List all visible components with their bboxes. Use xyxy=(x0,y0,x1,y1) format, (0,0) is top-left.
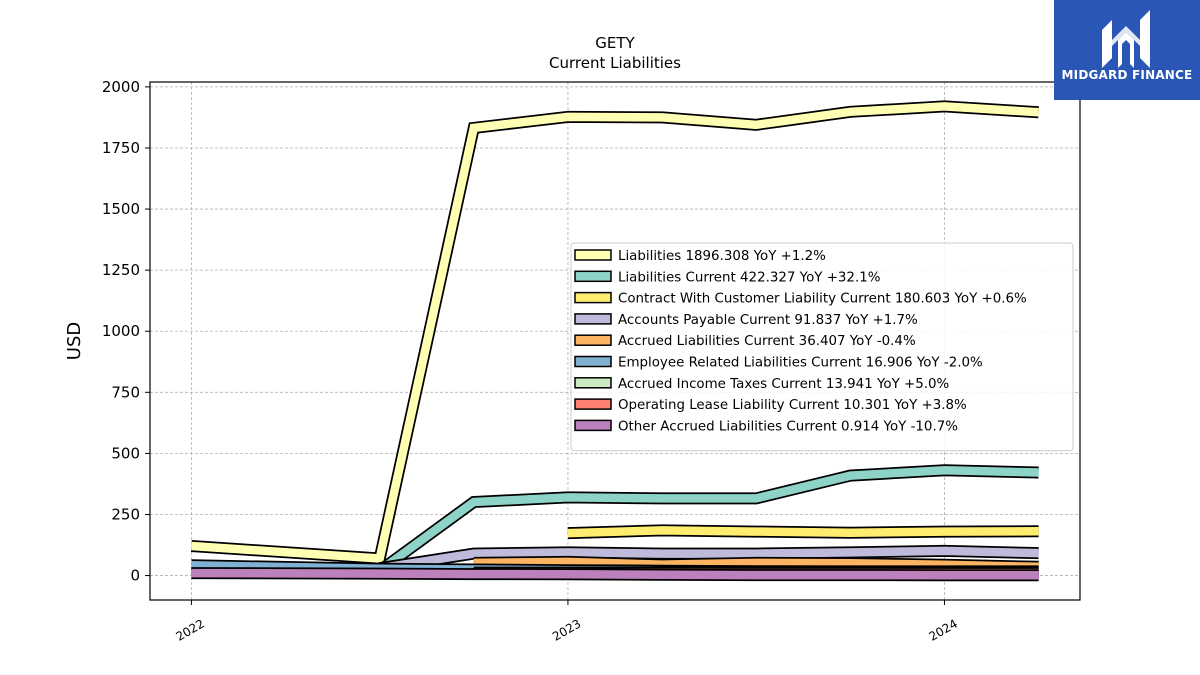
y-tick-label: 250 xyxy=(111,505,140,523)
legend-swatch xyxy=(574,249,612,261)
legend-label: Employee Related Liabilities Current 16.… xyxy=(618,356,983,371)
series-line xyxy=(376,464,1039,576)
series-line xyxy=(378,544,1039,575)
y-axis-label: USD xyxy=(64,322,85,360)
brand-logo: MIDGARD FINANCE xyxy=(1054,0,1200,100)
series-line xyxy=(473,555,1039,573)
series-line xyxy=(191,100,1039,565)
legend-item: Liabilities Current 422.327 YoY +32.1% xyxy=(574,270,880,285)
y-tick-label: 1250 xyxy=(102,261,140,279)
legend-item: Accrued Income Taxes Current 13.941 YoY … xyxy=(574,377,949,392)
series-line-fill xyxy=(191,102,1039,563)
y-tick-label: 2000 xyxy=(102,78,140,96)
legend-swatch xyxy=(574,334,612,346)
legend-box xyxy=(570,242,1074,452)
legend-label: Operating Lease Liability Current 10.301… xyxy=(618,398,967,413)
legend-swatch xyxy=(574,377,612,389)
y-tick-label: 1500 xyxy=(102,200,140,218)
series-line-fill xyxy=(377,466,1039,575)
legend-label: Contract With Customer Liability Current… xyxy=(618,292,1027,307)
legend-label: Other Accrued Liabilities Current 0.914 … xyxy=(618,419,958,434)
legend-swatch xyxy=(574,313,612,325)
chart-title: GETY xyxy=(595,34,635,52)
legend-swatch xyxy=(574,398,612,410)
series-group xyxy=(191,100,1039,582)
legend-item: Accrued Liabilities Current 36.407 YoY -… xyxy=(574,334,916,349)
legend-label: Accrued Income Taxes Current 13.941 YoY … xyxy=(618,377,949,392)
legend-item: Accounts Payable Current 91.837 YoY +1.7… xyxy=(574,313,918,328)
x-tick-label: 2022 xyxy=(173,616,206,643)
legend-swatch xyxy=(574,291,612,304)
legend-item: Operating Lease Liability Current 10.301… xyxy=(574,398,967,413)
y-tick-label: 1000 xyxy=(102,322,140,340)
legend-item: Other Accrued Liabilities Current 0.914 … xyxy=(574,419,958,434)
brand-name: MIDGARD FINANCE xyxy=(1061,68,1193,82)
series-line xyxy=(567,524,1039,540)
legend-swatch xyxy=(574,355,612,368)
legend-swatch xyxy=(574,419,612,432)
legend-item: Liabilities 1896.308 YoY +1.2% xyxy=(574,249,826,264)
x-tick-label: 2024 xyxy=(926,616,959,643)
legend-label: Accrued Liabilities Current 36.407 YoY -… xyxy=(618,334,916,349)
series-line-fill xyxy=(191,568,1039,580)
legend-swatch xyxy=(574,270,612,283)
y-tick-label: 500 xyxy=(111,444,140,462)
series-line-fill xyxy=(379,546,1039,573)
midgard-m-logo-icon xyxy=(1102,10,1150,68)
legend-label: Liabilities Current 422.327 YoY +32.1% xyxy=(618,270,880,285)
series-line xyxy=(191,567,1039,582)
y-tick-label: 1750 xyxy=(102,139,140,157)
legend: Liabilities 1896.308 YoY +1.2% Liabilitie… xyxy=(570,242,1074,452)
y-tick-label: 0 xyxy=(130,567,140,585)
legend-item: Contract With Customer Liability Current… xyxy=(574,291,1027,307)
y-tick-label: 750 xyxy=(111,383,140,401)
plot-frame xyxy=(149,81,1081,601)
series-line-fill xyxy=(567,526,1039,538)
x-tick-label: 2023 xyxy=(550,616,583,643)
series-line-fill xyxy=(473,557,1039,572)
legend-label: Liabilities 1896.308 YoY +1.2% xyxy=(618,249,826,264)
chart-subtitle: Current Liabilities xyxy=(549,54,681,72)
legend-item: Employee Related Liabilities Current 16.… xyxy=(574,355,983,371)
legend-label: Accounts Payable Current 91.837 YoY +1.7… xyxy=(618,313,918,328)
